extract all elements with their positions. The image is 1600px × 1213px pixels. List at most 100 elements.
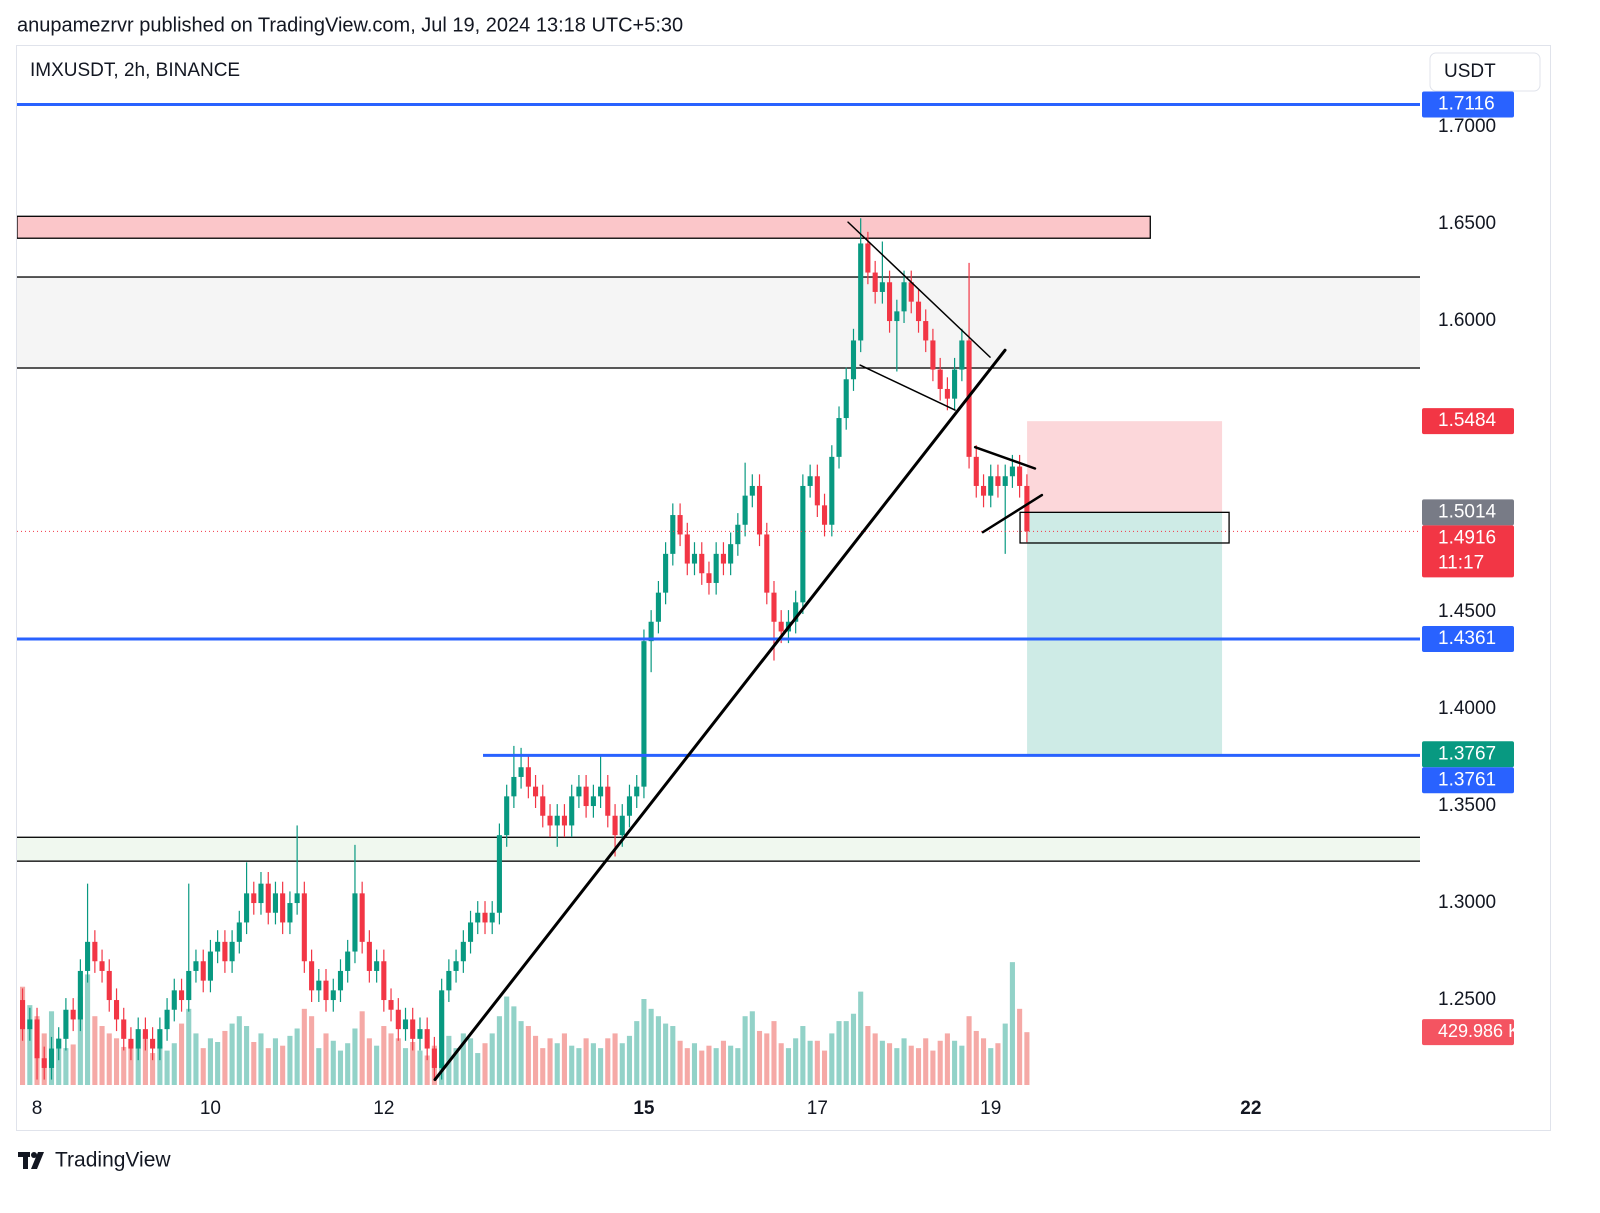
tv-logo	[18, 1152, 44, 1169]
volume-bar	[684, 1048, 690, 1085]
x-tick-label: 10	[200, 1098, 221, 1119]
candle-body	[323, 980, 329, 1001]
volume-bar	[583, 1038, 589, 1085]
volume-bar	[836, 1021, 842, 1085]
volume-bar	[720, 1040, 726, 1085]
volume-bar	[186, 1008, 192, 1085]
candle-body	[229, 941, 235, 962]
volume-bar	[872, 1033, 878, 1085]
countdown-label: 11:17	[1438, 552, 1484, 573]
candle-body	[258, 883, 264, 904]
price-label-box	[1422, 741, 1514, 768]
symbol: IMXUSDT, 2h, BINANCE	[30, 60, 240, 81]
candle-body	[742, 495, 748, 525]
volume-bar	[316, 1048, 322, 1085]
volume-bar	[359, 1011, 365, 1085]
candle-body	[489, 912, 495, 923]
volume-bar	[229, 1023, 235, 1085]
volume-bar	[135, 1048, 141, 1085]
stop-area	[1027, 421, 1223, 513]
candle-body	[150, 1038, 156, 1049]
volume-bar	[995, 1043, 1001, 1085]
volume-bar	[222, 1030, 228, 1085]
price-label-box	[1422, 91, 1514, 118]
candle-body	[865, 243, 871, 273]
volume-bar	[467, 1038, 474, 1085]
candle-body	[316, 980, 322, 991]
volume-bar	[272, 1038, 279, 1085]
volume-bar	[1002, 1023, 1008, 1085]
volume-bar	[807, 1040, 813, 1085]
candle-body	[858, 243, 864, 341]
volume-bar	[157, 1046, 163, 1085]
volume-bar	[1024, 1032, 1030, 1085]
volume-bar	[937, 1040, 943, 1085]
volume-bar	[894, 1048, 900, 1085]
volume-bar	[908, 1045, 914, 1085]
candle-body	[988, 476, 994, 496]
candle-body	[663, 553, 669, 593]
volume-bar	[518, 1021, 524, 1085]
volume-bar	[742, 1016, 748, 1085]
candle-body	[417, 1029, 423, 1039]
candle-body	[915, 301, 922, 322]
volume-bar	[337, 1050, 344, 1085]
volume-bar	[402, 1048, 409, 1085]
candle-body	[186, 970, 192, 1001]
candle-body	[402, 1019, 409, 1030]
volume-bar	[345, 1043, 351, 1085]
volume-bar	[576, 1048, 582, 1085]
trend-line	[859, 364, 956, 411]
candle-body	[540, 796, 546, 816]
volume-bar	[533, 1035, 539, 1085]
x-tick-label: 12	[373, 1098, 394, 1119]
candle-body	[569, 796, 575, 826]
candle-body	[525, 767, 531, 787]
price-label: 1.5014	[1438, 501, 1497, 522]
trend-line	[981, 493, 1044, 534]
volume-bar	[590, 1043, 596, 1085]
candle-body	[352, 893, 358, 952]
candle-body	[879, 282, 885, 292]
candle-body	[836, 418, 842, 457]
candle-body	[706, 573, 712, 583]
candle-body	[966, 340, 972, 457]
y-tick-label: 1.6500	[1438, 213, 1496, 234]
volume-bar	[85, 974, 91, 1085]
volume-bar	[901, 1038, 907, 1085]
trend-line	[847, 221, 991, 358]
volume-bar	[142, 1033, 148, 1085]
candle-body	[713, 553, 719, 583]
candle-body	[135, 1029, 141, 1049]
candle-body	[496, 835, 502, 913]
volume-bar	[77, 996, 83, 1085]
price-label: 1.3767	[1438, 743, 1496, 764]
candle-body	[843, 379, 849, 419]
candle-body	[207, 951, 213, 981]
volume-label: 429.986 K	[1438, 1021, 1520, 1041]
candle-body	[482, 912, 488, 923]
chart-frame	[16, 45, 1551, 1131]
candle-body	[475, 912, 481, 923]
volume-bar	[915, 1048, 922, 1085]
candle-body	[923, 321, 929, 341]
candle-body	[670, 515, 676, 554]
volume-bar	[749, 1011, 755, 1085]
trend-line	[433, 348, 1007, 1082]
price-label-box	[1422, 499, 1514, 526]
candle-body	[995, 476, 1001, 486]
volume-bar	[619, 1043, 625, 1085]
candle-body	[280, 893, 286, 923]
volume-bar	[280, 1045, 286, 1085]
currency[interactable]: USDT	[1444, 61, 1496, 82]
volume-bar	[691, 1043, 698, 1085]
candle-body	[27, 1019, 33, 1030]
candle-body	[200, 961, 206, 981]
volume-bar	[547, 1038, 553, 1085]
volume-bar	[265, 1048, 271, 1085]
brand: TradingView	[55, 1149, 171, 1172]
volume-bar	[99, 1026, 105, 1085]
currency-button[interactable]	[1429, 52, 1541, 92]
volume-bar	[106, 1033, 112, 1085]
